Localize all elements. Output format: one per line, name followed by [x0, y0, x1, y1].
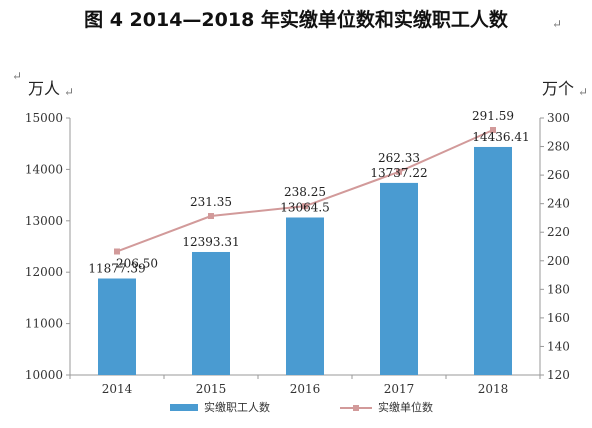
- left-tick-label: 11000: [25, 317, 63, 331]
- line-point-2014: [114, 248, 120, 255]
- bar-value-label: 14436.41: [472, 130, 529, 144]
- left-tick-label: 15000: [25, 111, 63, 125]
- bars-layer: [98, 146, 512, 375]
- left-tick-label: 14000: [25, 162, 63, 176]
- data-labels-layer: 11877.39 12393.31 13064.5 13737.22 14436.41 2…: [88, 109, 529, 275]
- line-value-label: 262.33: [378, 151, 420, 165]
- bar-value-label: 13064.5: [280, 200, 330, 214]
- right-tick-label: 140: [547, 339, 570, 353]
- line-point-2018: [490, 127, 496, 134]
- right-tick-label: 260: [547, 168, 570, 182]
- right-tick-label: 300: [547, 111, 570, 125]
- right-tick-label: 240: [547, 197, 570, 211]
- right-tick-label: 160: [547, 311, 570, 325]
- bar-2018: [474, 146, 512, 375]
- line-value-label: 206.50: [116, 256, 158, 270]
- corner-return-mark: ↵: [12, 69, 22, 83]
- bar-value-label: 13737.22: [370, 166, 427, 180]
- bar-2014: [98, 278, 136, 375]
- legend-line-label: 实缴单位数: [378, 400, 433, 414]
- left-tick-label: 13000: [25, 214, 63, 228]
- title-return-mark: ↵: [552, 17, 562, 31]
- x-tick-label: 2016: [290, 382, 321, 396]
- line-value-label: 238.25: [284, 185, 326, 199]
- line-value-label: 231.35: [190, 195, 232, 209]
- legend-line-marker: [353, 405, 359, 411]
- right-axis-unit: 万个: [542, 79, 574, 98]
- right-tick-label: 120: [547, 368, 570, 382]
- line-point-2015: [208, 213, 214, 220]
- x-tick-label: 2017: [384, 382, 415, 396]
- right-tick-label: 220: [547, 225, 570, 239]
- line-layer: [114, 127, 496, 255]
- left-tick-label: 10000: [25, 368, 63, 382]
- x-tick-label: 2014: [102, 382, 133, 396]
- bar-value-label: 11877.39: [88, 262, 145, 276]
- right-tick-label: 280: [547, 140, 570, 154]
- x-tick-label: 2018: [478, 382, 509, 396]
- left-tick-label: 12000: [25, 265, 63, 279]
- left-unit-return-mark: ↵: [64, 85, 74, 99]
- axes-layer: 10000 11000 12000 13000 14000 15000 120 140 160 1…: [25, 111, 570, 396]
- bar-2016: [286, 217, 324, 375]
- bar-2017: [380, 182, 418, 375]
- x-tick-label: 2015: [196, 382, 227, 396]
- right-tick-label: 200: [547, 254, 570, 268]
- right-tick-label: 180: [547, 282, 570, 296]
- chart-title: 图 4 2014—2018 年实缴单位数和实缴职工人数: [84, 8, 509, 31]
- line-point-2016: [302, 203, 308, 210]
- line-point-2017: [396, 168, 402, 175]
- bar-value-label: 12393.31: [182, 235, 239, 249]
- line-value-label: 291.59: [472, 109, 514, 123]
- right-unit-return-mark: ↵: [578, 85, 588, 99]
- legend-bar-swatch: [170, 404, 198, 411]
- legend-bar-label: 实缴职工人数: [204, 400, 270, 414]
- left-axis-unit: 万人: [28, 79, 60, 98]
- legend: 实缴职工人数 实缴单位数: [170, 400, 433, 414]
- bar-2015: [192, 251, 230, 375]
